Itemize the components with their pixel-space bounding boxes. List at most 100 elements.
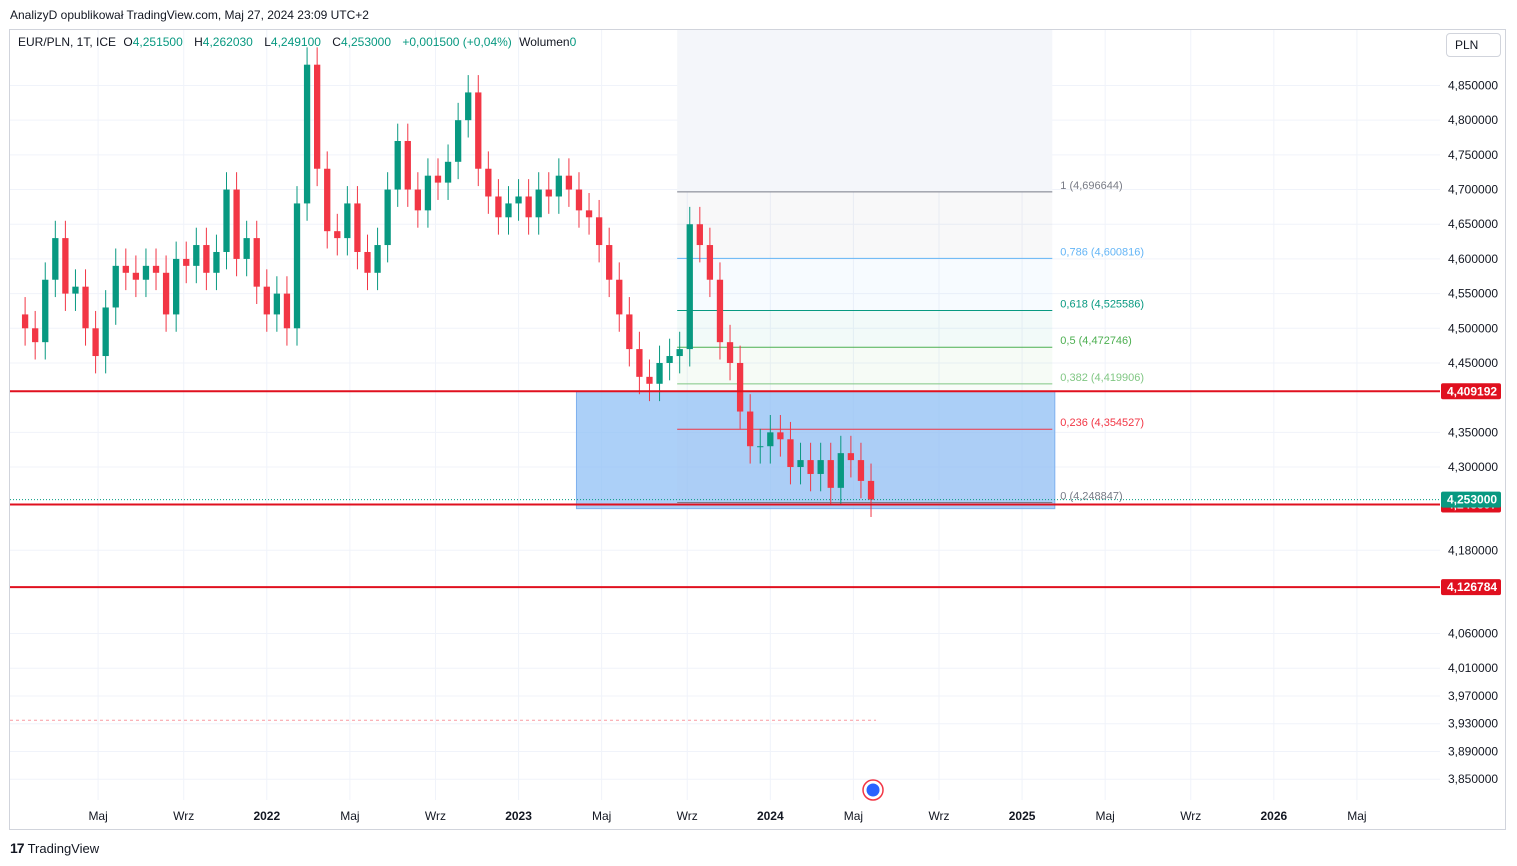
fib-level-label: 0,618 (4,525586) (1060, 299, 1144, 311)
candle-up (102, 307, 109, 357)
candle-up (555, 175, 562, 197)
fib-level-label: 0,236 (4,354527) (1060, 417, 1144, 429)
footer-brand[interactable]: 17 TradingView (10, 840, 99, 856)
candle-down (434, 175, 442, 183)
candle-down (62, 238, 69, 294)
y-tick-label: 4,060000 (1448, 627, 1498, 641)
y-tick-label: 3,970000 (1448, 689, 1498, 703)
fib-band (677, 310, 1053, 348)
y-tick-label: 4,450000 (1448, 356, 1498, 370)
candle-down (32, 328, 39, 343)
candle-down (92, 328, 99, 357)
tradingview-logo-icon: 17 (10, 840, 25, 856)
x-tick-label: Maj (1095, 809, 1114, 823)
candle-down (152, 265, 160, 273)
candle-up (666, 356, 673, 363)
price-zone-rect (575, 390, 1056, 510)
y-tick-label: 4,350000 (1448, 425, 1498, 439)
candle-down (706, 245, 714, 280)
candle-down (475, 92, 482, 169)
x-tick-label: Wrz (425, 809, 446, 823)
candle-down (253, 238, 260, 287)
high-label: H (194, 35, 203, 49)
candle-up (454, 120, 462, 162)
candle-up (817, 460, 824, 474)
y-tick-label: 4,600000 (1448, 252, 1498, 266)
x-tick-label: 2024 (757, 809, 784, 823)
symbol-label[interactable]: EUR/PLN, 1T, ICE (18, 35, 117, 49)
candle-down (82, 286, 89, 329)
candle-down (525, 196, 532, 218)
x-tick-label: Maj (844, 809, 863, 823)
candle-down (132, 272, 140, 280)
candle-down (364, 251, 371, 273)
high-value: 4,262030 (202, 35, 253, 49)
y-tick-label: 3,890000 (1448, 744, 1498, 758)
x-tick-label: Wrz (1180, 809, 1201, 823)
fib-level-label: 0,786 (4,600816) (1060, 246, 1144, 258)
candle-down (404, 140, 411, 190)
candle-down (414, 189, 421, 211)
y-tick-label: 3,850000 (1448, 772, 1498, 786)
candle-up (112, 265, 119, 308)
candle-up (344, 203, 351, 239)
price-badge-label: 4,409192 (1447, 384, 1497, 398)
y-tick-label: 4,500000 (1448, 321, 1498, 335)
change-value: +0,001500 (+0,04%) (402, 35, 512, 49)
candle-up (797, 460, 804, 468)
candle-down (263, 286, 270, 315)
candle-up (767, 432, 774, 447)
y-tick-label: 4,700000 (1448, 183, 1498, 197)
low-value: 4,249100 (270, 35, 321, 49)
candle-up (535, 189, 542, 218)
candle-up (142, 265, 150, 280)
currency-button[interactable]: PLN (1446, 33, 1501, 57)
candle-up (444, 161, 452, 183)
x-tick-label: Maj (88, 809, 107, 823)
candle-down (162, 272, 170, 315)
candle-up (173, 258, 180, 315)
x-tick-label: Maj (340, 809, 359, 823)
candle-down (485, 168, 492, 197)
price-badge-label: 4,126784 (1447, 580, 1497, 594)
candle-up (757, 446, 764, 448)
price-badge (1441, 491, 1501, 508)
candle-down (575, 189, 583, 211)
x-tick-label: 2026 (1260, 809, 1287, 823)
candle-down (857, 460, 865, 481)
candle-down (233, 189, 240, 259)
x-tick-label: 2025 (1009, 809, 1036, 823)
jump-to-realtime-icon[interactable] (862, 779, 884, 801)
candle-down (827, 460, 834, 488)
candle-down (122, 265, 129, 273)
fib-band (677, 191, 1053, 259)
candle-down (324, 168, 331, 232)
fib-band (677, 258, 1053, 311)
y-tick-label: 4,850000 (1448, 78, 1498, 92)
price-badge-label: 4,253000 (1447, 493, 1497, 507)
y-tick-label: 4,750000 (1448, 148, 1498, 162)
close-label: C (332, 35, 341, 49)
candle-down (716, 279, 724, 343)
y-tick-label: 4,800000 (1448, 113, 1498, 127)
candle-up (515, 196, 522, 204)
candle-down (21, 314, 29, 329)
candle-down (626, 314, 633, 350)
x-tick-label: Maj (592, 809, 611, 823)
candle-up (505, 203, 512, 218)
candle-down (847, 453, 855, 461)
candle-up (243, 238, 250, 259)
candle-down (696, 224, 703, 246)
candle-down (726, 342, 734, 363)
candle-down (183, 258, 190, 266)
y-tick-label: 3,930000 (1448, 717, 1498, 731)
candle-up (42, 279, 49, 343)
candle-up (676, 349, 683, 357)
candle-up (394, 140, 401, 190)
candle-up (374, 245, 381, 273)
open-label: O (123, 35, 133, 49)
candle-up (837, 453, 844, 488)
x-tick-label: Wrz (173, 809, 194, 823)
x-tick-label: Wrz (928, 809, 949, 823)
